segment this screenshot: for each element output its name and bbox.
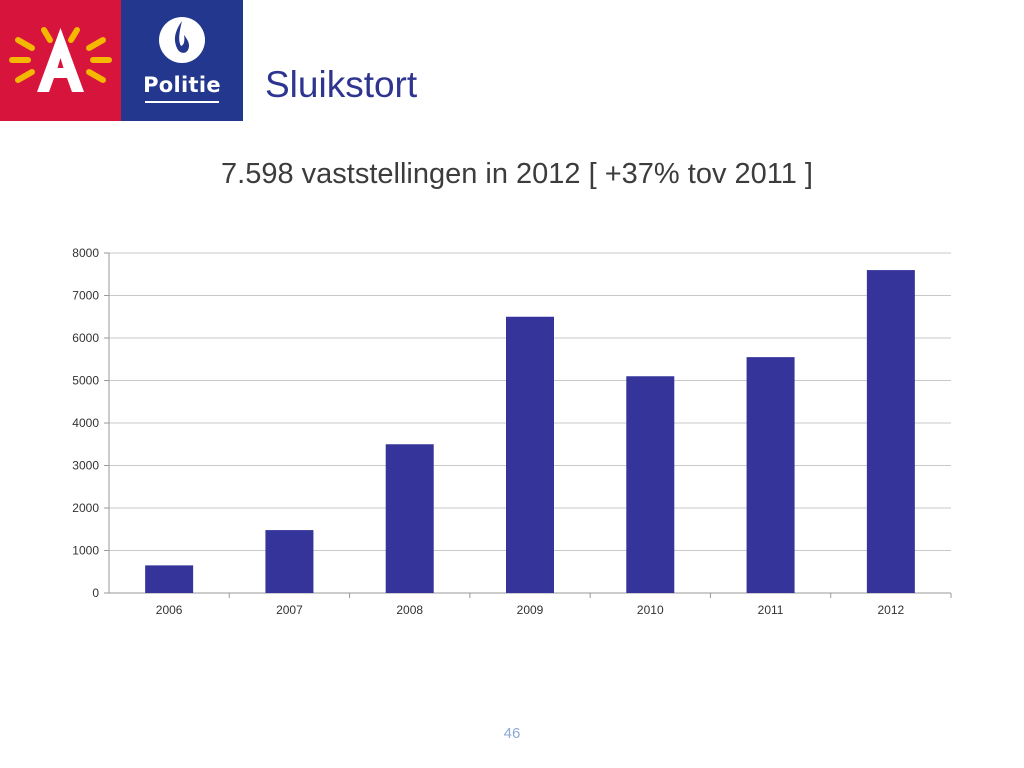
slide-title: Sluikstort [265, 64, 418, 105]
police-label: Politie [143, 73, 221, 97]
bar [866, 270, 915, 593]
chart-subtitle: 7.598 vaststellingen in 2012 [ +37% tov … [221, 158, 813, 190]
page-number: 46 [503, 725, 521, 742]
x-tick-label: 2012 [878, 603, 905, 617]
police-logo: Politie [121, 0, 243, 121]
y-tick-label: 8000 [72, 246, 99, 260]
bar [506, 316, 554, 593]
x-tick-label: 2010 [637, 603, 664, 617]
bar [385, 444, 434, 593]
bar [746, 357, 795, 593]
y-tick-label: 2000 [72, 501, 99, 515]
police-flame-icon [159, 17, 205, 63]
x-tick-label: 2009 [517, 603, 544, 617]
y-tick-label: 1000 [72, 544, 99, 558]
x-tick-label: 2008 [396, 603, 423, 617]
bar [626, 376, 675, 593]
bar-chart: 0 1000 2000 3000 4000 5000 6000 7000 8000 2006 200… [72, 246, 952, 617]
y-tick-label: 7000 [72, 289, 99, 303]
bar [265, 530, 314, 593]
police-underline [145, 101, 219, 103]
x-tick-label: 2006 [156, 603, 183, 617]
y-tick-label: 4000 [72, 416, 99, 430]
y-tick-label: 3000 [72, 459, 99, 473]
x-tick-label: 2007 [276, 603, 303, 617]
y-tick-label: 5000 [72, 374, 99, 388]
antwerp-logo [0, 0, 121, 121]
y-tick-label: 0 [92, 586, 99, 600]
y-tick-label: 6000 [72, 331, 99, 345]
x-tick-label: 2011 [758, 603, 784, 617]
bar [145, 565, 194, 593]
antwerp-a-icon [9, 27, 112, 92]
